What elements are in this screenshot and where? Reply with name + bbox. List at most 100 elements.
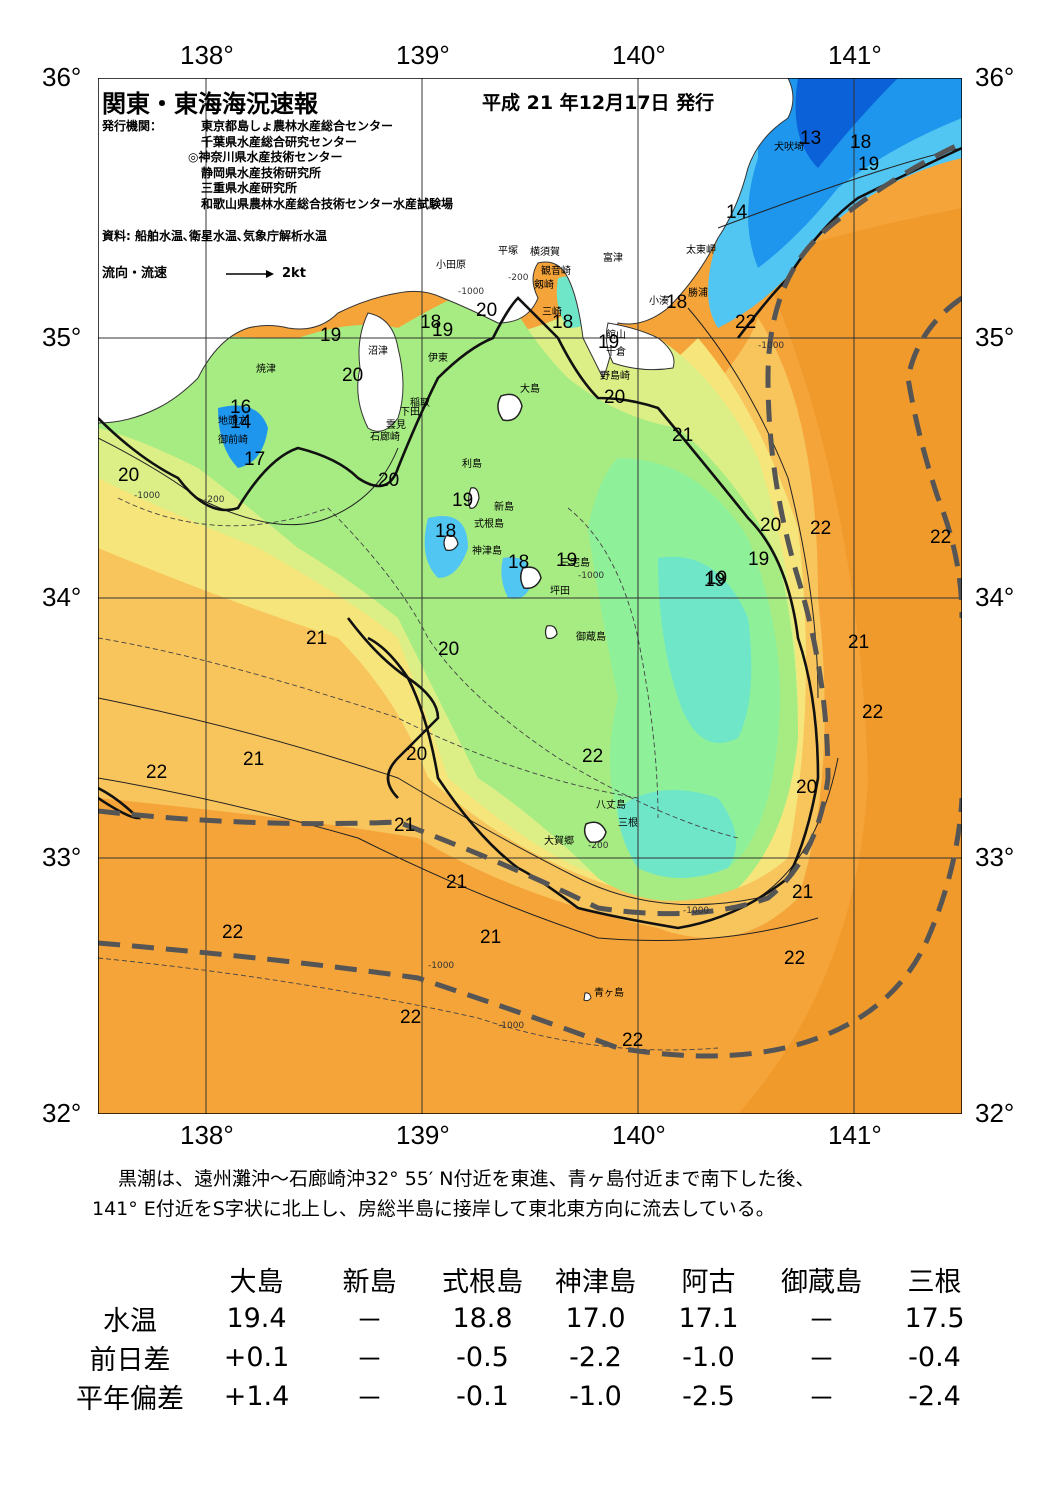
table-cell: 19.4 xyxy=(226,1303,287,1334)
isobaths xyxy=(98,497,739,1051)
land-honshu xyxy=(98,78,794,424)
corner-cell xyxy=(60,1260,200,1299)
table-cell: -0.5 xyxy=(456,1342,509,1373)
table-cell: -0.1 xyxy=(456,1381,509,1412)
table-cell: 17.0 xyxy=(565,1303,626,1334)
row-label: 水温 xyxy=(103,1306,157,1337)
depth-label: -200 xyxy=(508,273,529,283)
publisher-item: 三重県水産研究所 xyxy=(201,181,298,195)
isotherm-labels: 13 18 19 14 18 22 19 18 19 20 18 19 20 1… xyxy=(118,128,951,1051)
isotherm-21-bold xyxy=(98,786,142,820)
isotherm-label: 22 xyxy=(146,762,167,783)
lat-label-33-right: 33° xyxy=(975,842,1015,872)
lon-label-140-bottom: 140° xyxy=(612,1120,666,1150)
isotherm-20-bold-west xyxy=(346,617,440,799)
depth-label: -1000 xyxy=(683,906,709,916)
observation-row-prev-day-diff: 前日差 +0.1 － -0.5 -2.2 -1.0 － -0.4 xyxy=(60,1338,991,1377)
column-header: 新島 xyxy=(342,1267,397,1298)
publisher-item: ◎神奈川県水産技術センター xyxy=(188,150,343,164)
place-name: 三宅島 xyxy=(560,556,590,569)
place-name: 三崎 xyxy=(542,305,562,318)
isotherm-label: 19 xyxy=(748,549,769,570)
column-header: 式根島 xyxy=(442,1267,523,1298)
place-name: 大島 xyxy=(520,382,540,395)
place-name: 観音崎 xyxy=(541,264,571,277)
table-cell: － xyxy=(808,1384,835,1415)
place-name: 横須賀 xyxy=(530,245,560,258)
isotherm-label: 21 xyxy=(848,632,869,653)
isotherm-label: 22 xyxy=(784,948,805,969)
isotherm-label: 19 xyxy=(858,154,879,175)
table-cell: -1.0 xyxy=(569,1381,622,1412)
isotherm-label: 21 xyxy=(672,425,693,446)
land-boso-peninsula xyxy=(605,322,675,371)
column-header: 三根 xyxy=(907,1267,962,1298)
isotherm-label: 20 xyxy=(118,465,139,486)
sea-zone-deep-blue xyxy=(795,78,898,168)
depth-label: -1000 xyxy=(758,341,784,351)
place-name: 御前崎 xyxy=(218,433,248,446)
place-name: 三根 xyxy=(618,816,638,829)
lat-label-32-right: 32° xyxy=(975,1098,1015,1128)
isotherm-label: 22 xyxy=(735,312,756,333)
isotherm-label: 22 xyxy=(222,922,243,943)
sea-zone-blue-omaezaki xyxy=(218,405,268,468)
table-cell: 17.1 xyxy=(678,1303,739,1334)
place-name: 青ヶ島 xyxy=(594,986,624,999)
data-source: 資料: 船舶水温､衛星水温､気象庁解析水温 xyxy=(102,229,327,243)
observation-row-normal-anomaly: 平年偏差 +1.4 － -0.1 -1.0 -2.5 － -2.4 xyxy=(60,1377,991,1416)
table-cell: 17.5 xyxy=(904,1303,965,1334)
place-name: 野島崎 xyxy=(600,369,630,382)
isotherm-label: 13 xyxy=(800,128,821,149)
place-name: 伊東 xyxy=(428,351,448,364)
island-kozushima xyxy=(443,534,459,551)
isotherm-label: 20 xyxy=(760,515,781,536)
table-cell: -0.4 xyxy=(908,1342,961,1373)
table-cell: － xyxy=(808,1306,835,1337)
column-header: 阿古 xyxy=(681,1267,736,1298)
isotherm-label: 20 xyxy=(476,300,497,321)
publisher-item: 東京都島しょ農林水産総合センター xyxy=(201,119,394,133)
island-mikurajima xyxy=(544,625,558,640)
table-cell: － xyxy=(356,1306,383,1337)
isotherm-label: 21 xyxy=(243,749,264,770)
table-cell: -2.5 xyxy=(682,1381,735,1412)
column-header: 神津島 xyxy=(555,1267,636,1298)
place-name: 石廊崎 xyxy=(370,430,400,443)
lat-label-34-right: 34° xyxy=(975,582,1015,612)
place-name: 犬吠埼 xyxy=(774,140,804,153)
depth-label: -1000 xyxy=(458,287,484,297)
table-cell: -2.2 xyxy=(569,1342,622,1373)
place-name: 新島 xyxy=(494,500,514,513)
isotherm-label: 18 xyxy=(850,132,871,153)
isotherm-label: 18 xyxy=(508,552,529,573)
place-labels: 犬吠埼 太東岬 勝浦 小湊 富津 横須賀 観音崎 平塚 剱崎 三崎 小田原 館山… xyxy=(218,140,804,999)
isotherm-label: 19 xyxy=(320,325,341,346)
publisher-label: 発行機関： xyxy=(102,119,163,133)
place-name: 剱崎 xyxy=(534,278,554,291)
isotherm-label: 18 xyxy=(420,312,441,333)
isotherm-label: 18 xyxy=(666,292,687,313)
depth-label: -1000 xyxy=(578,571,604,581)
place-name: 稲取 xyxy=(410,397,430,409)
page-title: 関東・東海海況速報 xyxy=(102,90,318,118)
row-label: 平年偏差 xyxy=(76,1384,184,1415)
isotherm-label: 22 xyxy=(400,1007,421,1028)
place-name: 下田 xyxy=(400,407,420,418)
place-name: 太東岬 xyxy=(686,243,716,256)
table-cell: -2.4 xyxy=(908,1381,961,1412)
isotherm-label: 22 xyxy=(810,518,831,539)
lon-label-139-top: 139° xyxy=(396,40,450,70)
sea-zone-orange-deep xyxy=(738,208,962,1114)
summary-line-2: 141° E付近をS字状に北上し、房総半島に接岸して東北東方向に流去している。 xyxy=(92,1198,775,1220)
place-name: 地頭方 xyxy=(218,414,248,427)
place-name: 勝浦 xyxy=(688,286,708,299)
table-cell: -1.0 xyxy=(682,1342,735,1373)
isotherm-label: 21 xyxy=(306,628,327,649)
lat-label-35-left: 35° xyxy=(42,322,82,352)
flow-legend-scale: 2kt xyxy=(282,266,306,281)
lon-label-138-top: 138° xyxy=(180,40,234,70)
lon-label-141-bottom: 141° xyxy=(828,1120,882,1150)
place-name: 八丈島 xyxy=(596,798,626,811)
lon-label-140-top: 140° xyxy=(612,40,666,70)
